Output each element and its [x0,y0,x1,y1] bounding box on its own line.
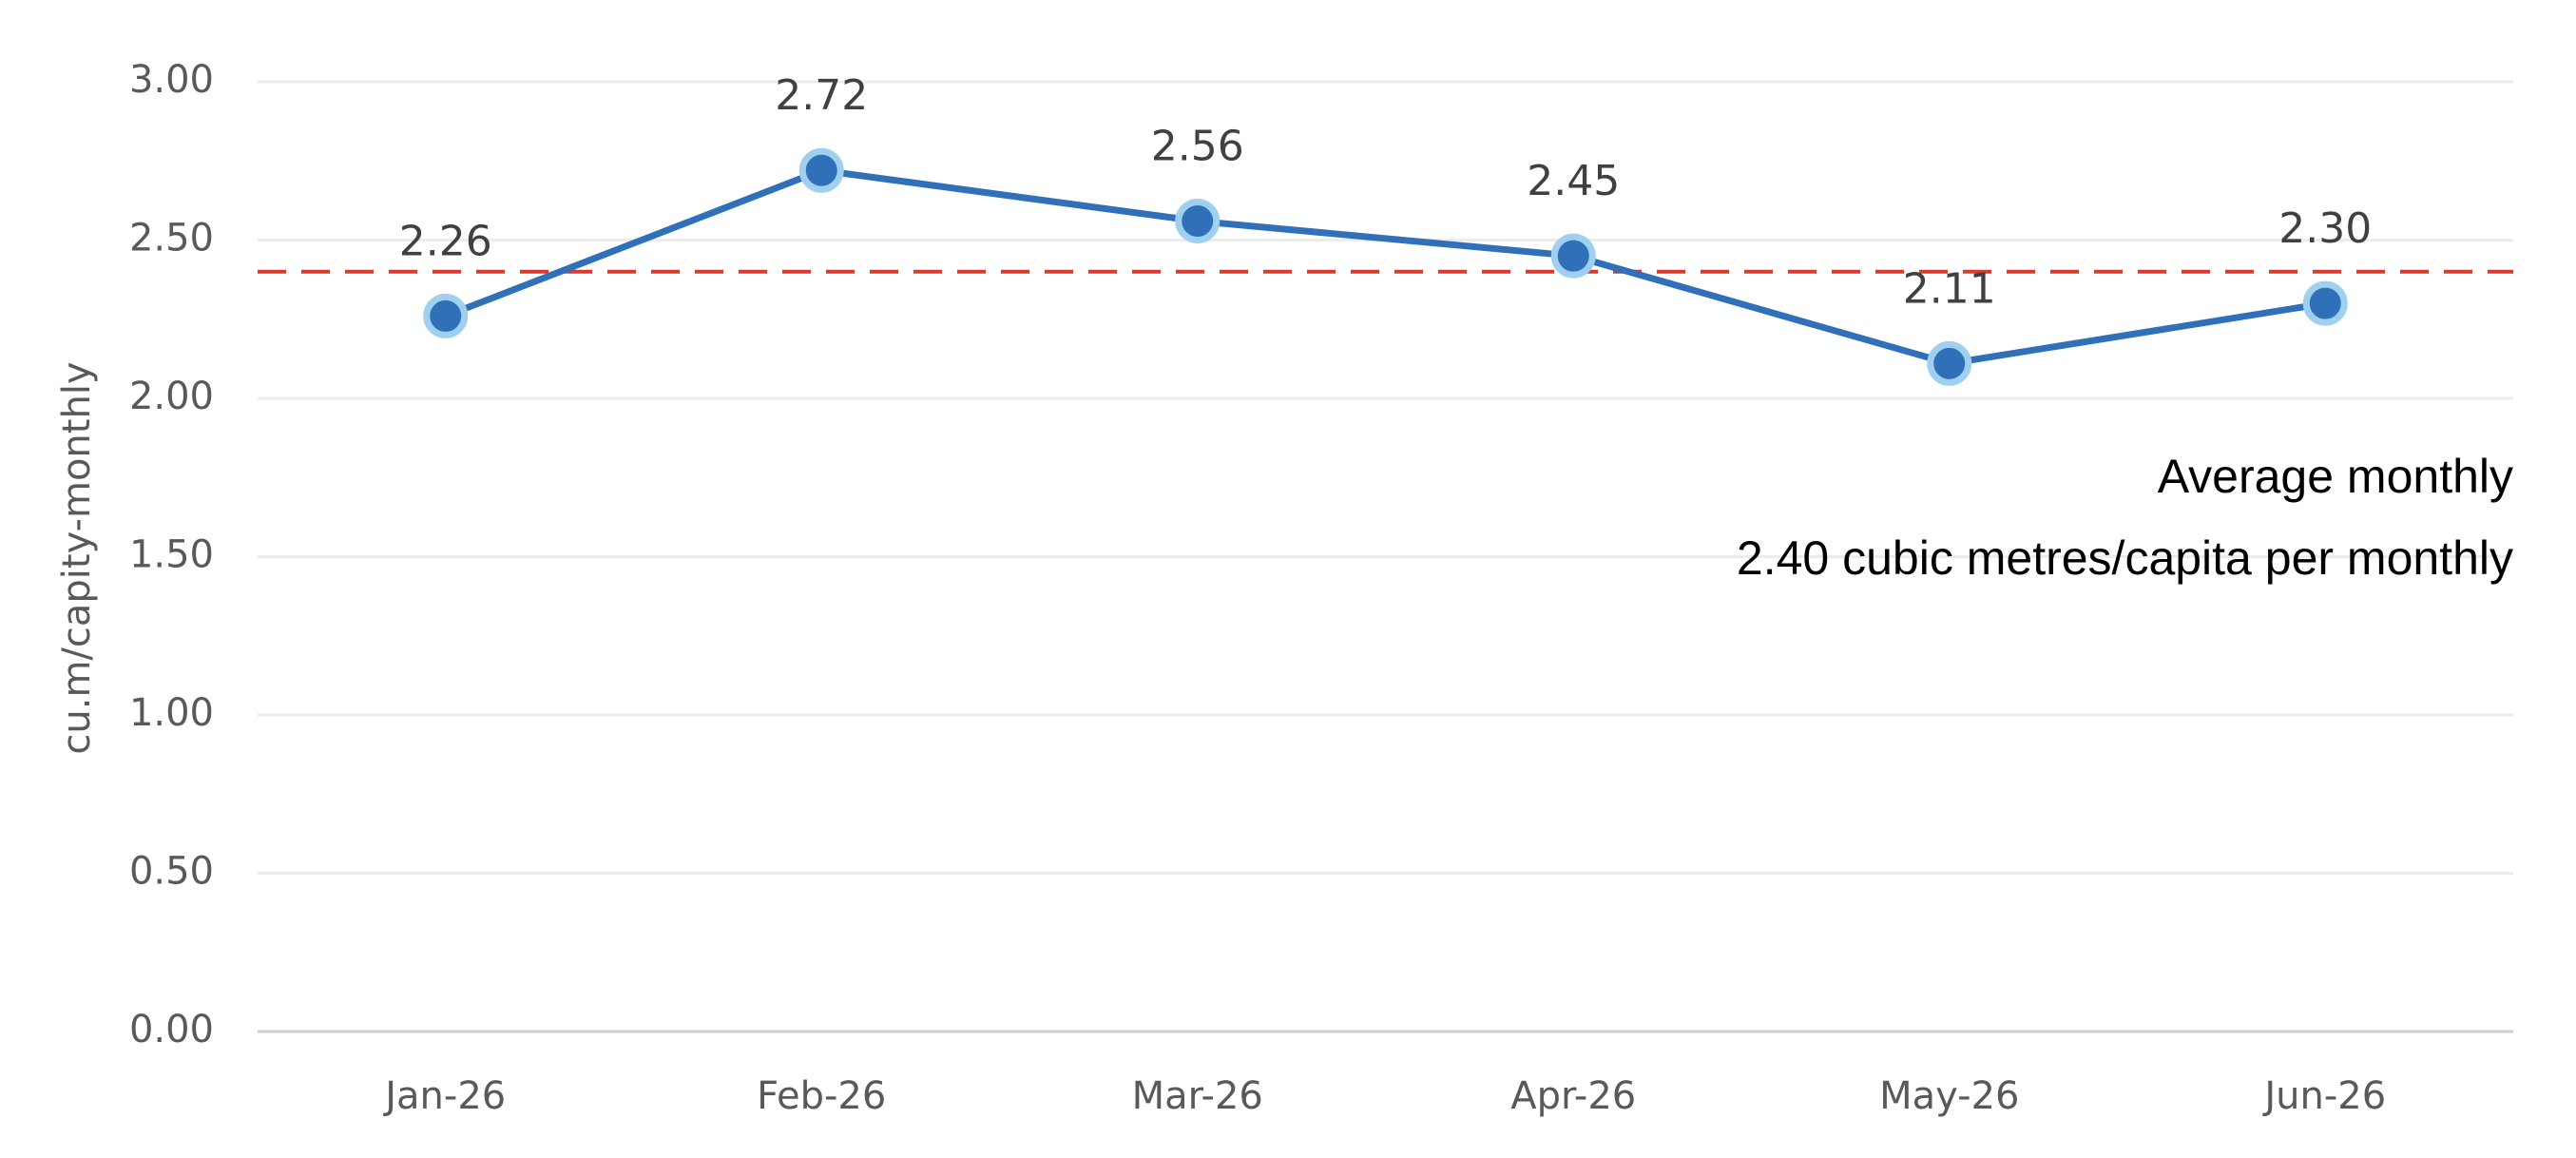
data-label: 2.26 [399,217,492,265]
y-tick-label: 1.50 [129,533,214,577]
y-tick-label: 2.00 [129,375,214,418]
marker [1550,233,1596,279]
y-tick-label: 3.00 [129,58,214,102]
marker [1927,340,1972,386]
data-label: 2.72 [775,71,868,120]
y-tick-label: 0.00 [129,1008,214,1052]
data-label: 2.45 [1527,157,1620,205]
y-axis-label: cu.m/capity-monthly [55,361,99,754]
line [444,166,2326,367]
data-label: 2.11 [1903,264,1996,313]
marker [2302,280,2348,326]
data-label: 2.56 [1151,123,1244,171]
x-tick-label: May-26 [1879,1074,2019,1118]
x-tick-label: Mar-26 [1132,1074,1263,1118]
annotation: 2.40 cubic metres/capita per monthly [1737,531,2513,585]
y-tick-label: 0.50 [129,850,214,894]
marker [798,147,844,193]
data-label: 2.30 [2278,204,2372,253]
y-tick-label: 1.00 [129,691,214,735]
x-tick-label: Feb-26 [757,1074,886,1118]
annotation: Average monthly [2158,450,2513,503]
marker [1175,199,1221,244]
x-tick-label: Jan-26 [382,1074,506,1118]
x-tick-label: Apr-26 [1510,1074,1636,1118]
x-tick-label: Jun-26 [2261,1074,2386,1118]
marker [423,293,469,338]
y-tick-label: 2.50 [129,217,214,261]
